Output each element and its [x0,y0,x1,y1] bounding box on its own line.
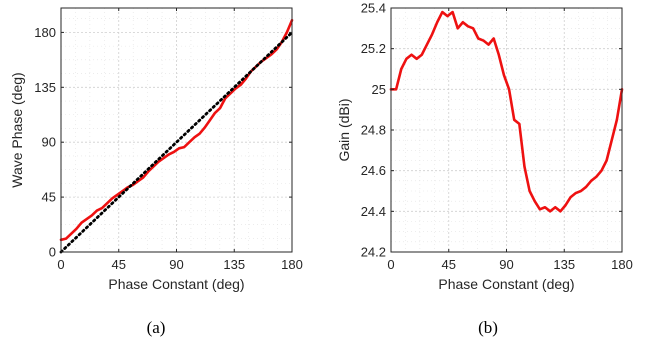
chart-a-ticks: 0 45 90 135 180 0 45 90 135 180 [34,8,303,272]
chart-b-xtick-label: 45 [442,257,456,272]
chart-b-grid [391,8,622,252]
chart-a-caption: (a) [147,318,166,337]
chart-b-series [389,10,624,213]
chart-b-ytick-label: 24.8 [361,123,386,138]
chart-a-ylabel: Wave Phase (deg) [9,72,25,187]
chart-a-ytick-label: 45 [42,190,56,205]
chart-a-ytick-label: 0 [49,245,56,260]
chart-a-ytick-label: 135 [34,80,56,95]
chart-a-series [59,18,294,254]
chart-b-ytick-label: 24.2 [361,245,386,260]
chart-a-xlabel: Phase Constant (deg) [108,276,244,292]
chart-b: 0 45 90 135 180 24.2 24.4 24.6 24.8 25 25.2 25.4 Ph… [336,1,633,338]
chart-b-ytick-label: 25 [372,82,386,97]
chart-b-xtick-label: 135 [553,257,575,272]
chart-b-series-0 [389,10,624,213]
chart-b-ytick-label: 24.4 [361,204,386,219]
chart-b-xtick-label: 180 [611,257,633,272]
chart-b-ytick-label: 25.4 [361,1,386,16]
chart-b-caption: (b) [478,318,498,337]
chart-b-ytick-label: 24.6 [361,163,386,178]
chart-b-xtick-label: 0 [387,257,394,272]
chart-a-xtick-label: 135 [223,257,245,272]
chart-a-xtick-label: 90 [169,257,183,272]
chart-b-xlabel: Phase Constant (deg) [438,276,574,292]
chart-a: 0 45 90 135 180 0 45 90 135 180 Phase Constant (d… [9,7,303,337]
chart-a-series-1 [59,31,294,254]
chart-a-grid [61,8,292,252]
chart-b-xtick-label: 90 [499,257,513,272]
chart-a-xtick-label: 45 [112,257,126,272]
chart-a-ytick-label: 180 [34,25,56,40]
chart-b-ticks: 0 45 90 135 180 24.2 24.4 24.6 24.8 25 25.2 25.4 [361,1,633,273]
chart-b-ylabel: Gain (dBi) [336,98,352,161]
chart-a-xtick-label: 180 [281,257,303,272]
chart-a-ytick-label: 90 [42,135,56,150]
chart-a-xtick-label: 0 [57,257,64,272]
chart-b-ytick-label: 25.2 [361,41,386,56]
